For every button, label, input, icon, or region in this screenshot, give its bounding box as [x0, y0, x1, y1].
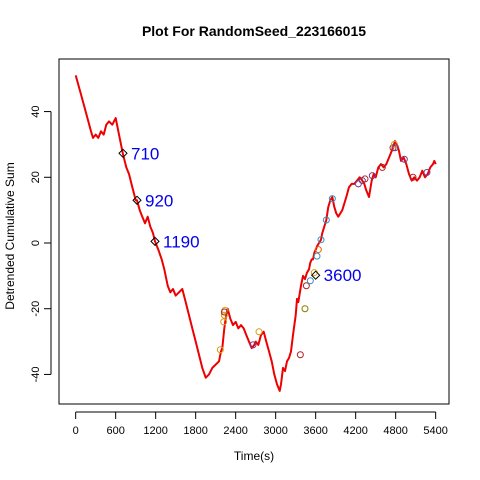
- circle-markers: [216, 140, 431, 359]
- diamond-marker: [118, 148, 128, 159]
- circle-marker: [313, 252, 321, 260]
- circle-marker: [354, 180, 362, 188]
- circle-marker: [306, 277, 314, 285]
- x-tick-label: 5400: [423, 425, 447, 437]
- marker-label: 3600: [324, 266, 362, 285]
- circle-marker: [328, 195, 336, 203]
- circle-marker: [378, 163, 386, 171]
- circle-marker: [314, 246, 322, 254]
- circle-marker: [249, 341, 257, 349]
- x-tick-label: 3600: [303, 425, 327, 437]
- circle-marker: [368, 172, 376, 180]
- circle-marker: [301, 305, 309, 313]
- circle-marker: [220, 308, 228, 316]
- x-tick-label: 4800: [383, 425, 407, 437]
- marker-label: 920: [145, 191, 173, 210]
- circle-marker: [409, 173, 417, 181]
- x-axis-label: Time(s): [234, 449, 274, 463]
- circle-marker: [216, 346, 224, 354]
- marker-label: 710: [131, 144, 159, 163]
- x-tick-label: 3000: [263, 425, 287, 437]
- circle-marker: [391, 144, 399, 152]
- y-axis-label: Detrended Cumulative Sum: [3, 162, 17, 309]
- x-tick-label: 2400: [223, 425, 247, 437]
- y-tick-label: -20: [30, 301, 42, 317]
- circle-marker: [317, 236, 325, 244]
- chart-title: Plot For RandomSeed_223166015: [142, 23, 366, 39]
- marked-points: 710 920 1190 3600: [118, 144, 362, 285]
- y-tick-label: 0: [30, 240, 42, 246]
- circle-marker: [296, 351, 304, 359]
- y-axis: -40 -20 0 20 40: [30, 105, 52, 382]
- marker-label: 1190: [163, 232, 200, 251]
- x-tick-label: 1800: [183, 425, 207, 437]
- circle-marker: [390, 140, 398, 148]
- x-tick-label: 600: [106, 425, 124, 437]
- y-tick-label: 40: [30, 105, 42, 117]
- plot-frame: [58, 58, 450, 405]
- circle-marker: [361, 175, 369, 183]
- x-tick-label: 4200: [343, 425, 367, 437]
- series-line: [74, 75, 437, 392]
- diamond-marker: [150, 236, 160, 247]
- circle-marker: [400, 155, 408, 163]
- circle-marker: [322, 216, 330, 224]
- x-axis: 0 600 1200 1800 2400 3000 3600 4200 4800 5400: [73, 411, 448, 437]
- series-layer: [74, 75, 437, 392]
- circle-marker: [302, 282, 310, 290]
- x-tick-label: 0: [73, 425, 79, 437]
- y-tick-label: -40: [30, 366, 42, 382]
- y-tick-label: 20: [30, 171, 42, 183]
- circle-marker: [220, 311, 228, 319]
- circle-marker: [220, 318, 228, 326]
- circle-marker: [423, 168, 431, 176]
- circle-marker: [389, 144, 397, 152]
- x-tick-label: 1200: [143, 425, 167, 437]
- diamond-marker: [310, 270, 321, 280]
- circle-marker: [255, 328, 263, 336]
- diamond-marker: [132, 195, 142, 205]
